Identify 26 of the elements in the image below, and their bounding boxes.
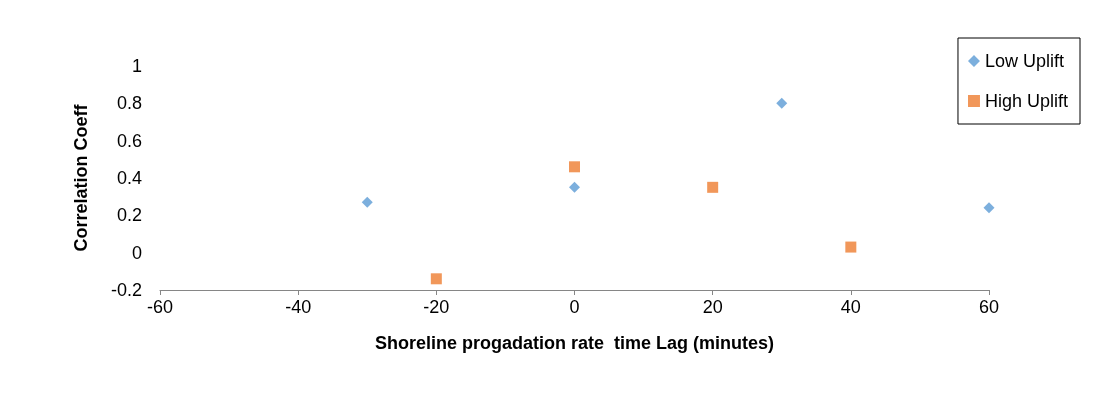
x-tick-label: -20 bbox=[423, 297, 450, 317]
x-tick-label: -40 bbox=[285, 297, 312, 317]
point bbox=[776, 97, 788, 109]
x-tick-label: -60 bbox=[146, 297, 174, 317]
point bbox=[983, 202, 995, 214]
point bbox=[361, 196, 373, 208]
x-tick-label: 20 bbox=[702, 297, 723, 317]
point bbox=[845, 241, 857, 253]
y-tick-label: 0.2 bbox=[116, 205, 142, 226]
x-tick-label: 60 bbox=[978, 297, 1000, 317]
point bbox=[569, 161, 580, 173]
point bbox=[707, 181, 719, 193]
legend-label: High Uplift bbox=[984, 91, 1068, 111]
y-tick-label: 0.8 bbox=[116, 93, 142, 114]
x-axis-title: Shoreline progadation rate time Lag (minutes) bbox=[374, 333, 775, 353]
y-tick-label: 0.4 bbox=[116, 168, 142, 188]
y-tick-label: 1 bbox=[131, 56, 142, 76]
y-axis-title: Correlation Coeff bbox=[71, 103, 91, 252]
legend-label: Low Uplift bbox=[984, 51, 1064, 71]
point bbox=[569, 181, 580, 193]
y-tick-label: 0 bbox=[131, 242, 142, 263]
x-tick-label: 0 bbox=[569, 297, 580, 317]
x-tick-label: 40 bbox=[840, 297, 861, 317]
y-tick-label: -0.2 bbox=[110, 280, 142, 300]
y-tick-label: 0.6 bbox=[116, 130, 142, 151]
point bbox=[430, 273, 442, 285]
